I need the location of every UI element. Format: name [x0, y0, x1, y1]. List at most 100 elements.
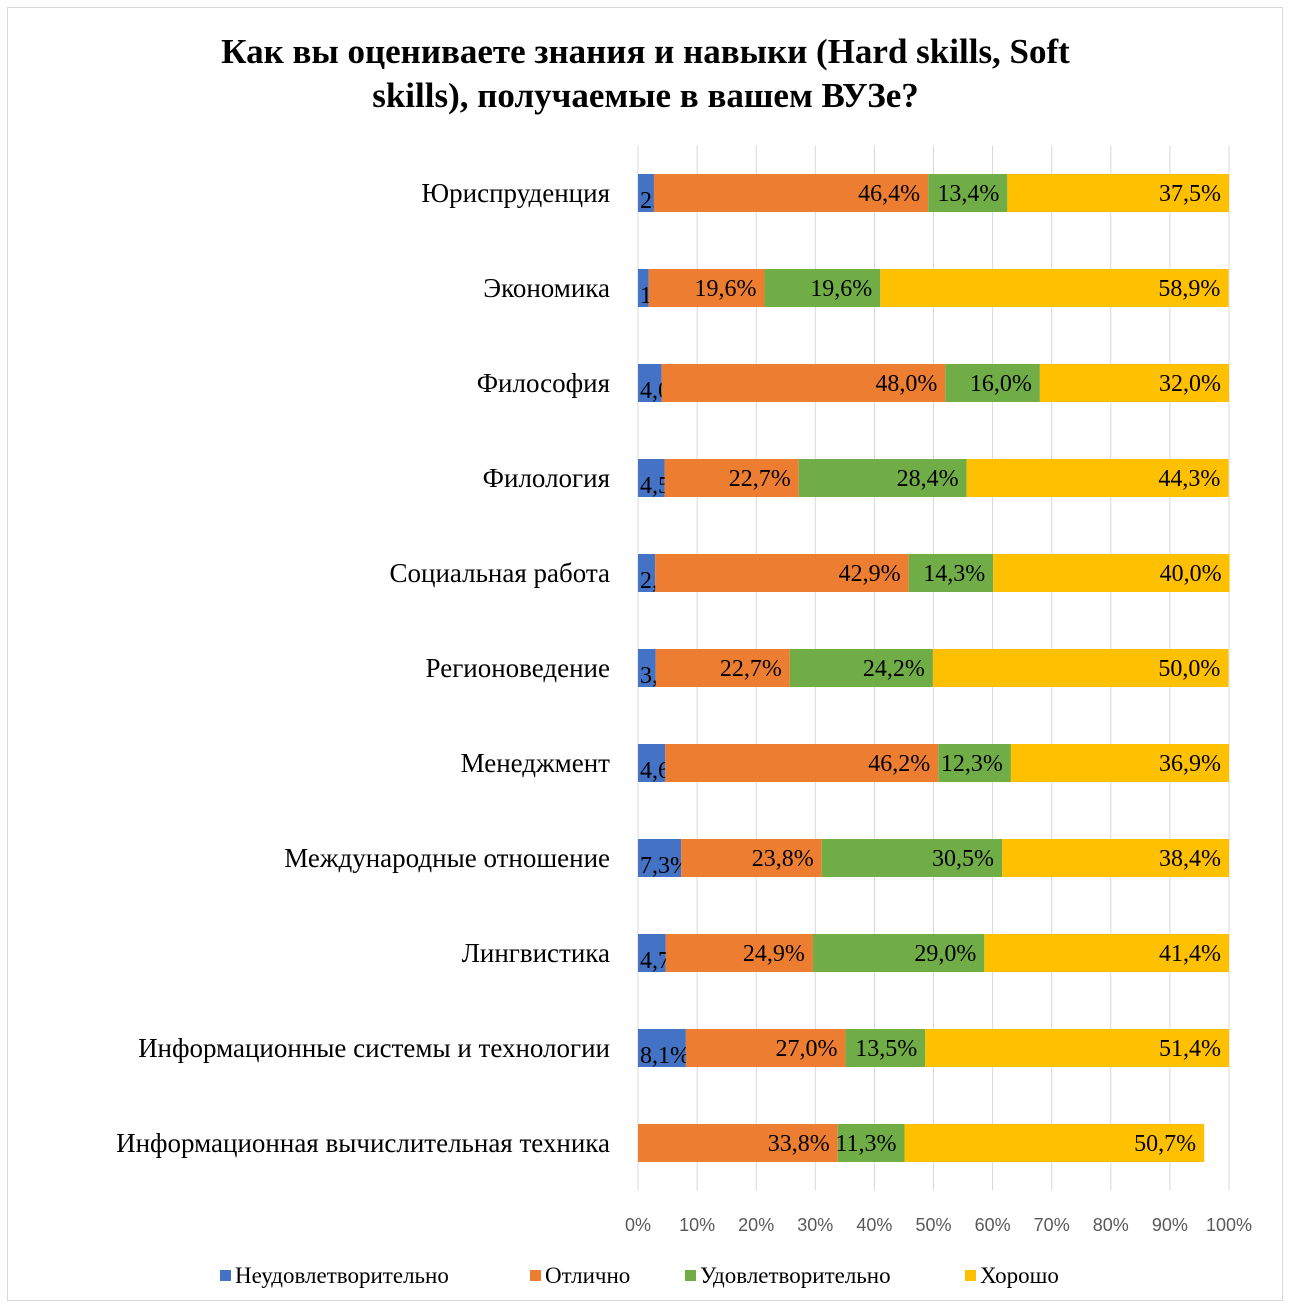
- legend-label: Удовлетворительно: [700, 1263, 891, 1288]
- x-tick-label: 30%: [797, 1215, 833, 1235]
- data-label: 50,0%: [1158, 656, 1220, 682]
- bar-segment: [655, 649, 790, 687]
- data-label: 28,4%: [897, 466, 959, 492]
- bar-segment: [925, 1029, 1229, 1067]
- bar-segment: [653, 174, 929, 212]
- x-tick-label: 60%: [975, 1215, 1011, 1235]
- x-axis-ticks: 0% 10% 20% 30% 40% 50% 60% 70% 80% 90% 100%: [625, 1215, 1252, 1235]
- legend-swatch: [685, 1270, 696, 1281]
- data-label: 13,5%: [855, 1036, 917, 1062]
- bar-segment: [638, 649, 656, 687]
- bar-segment: [764, 269, 881, 307]
- bar-segment: [648, 269, 765, 307]
- data-label: 46,2%: [868, 751, 930, 777]
- bar-segment: [938, 744, 1011, 782]
- data-label: 50,7%: [1134, 1131, 1196, 1157]
- x-tick-label: 80%: [1093, 1215, 1129, 1235]
- data-label: 22,7%: [729, 466, 791, 492]
- bar-segment: [638, 1124, 838, 1162]
- bar-segment: [638, 174, 654, 212]
- data-label: 30,5%: [932, 846, 994, 872]
- category-label: Регионоведение: [426, 653, 610, 683]
- category-label: Лингвистика: [462, 938, 610, 968]
- bar-segment: [966, 459, 1229, 497]
- bar-segment: [812, 934, 985, 972]
- data-label: 51,4%: [1159, 1036, 1221, 1062]
- bar-segment: [661, 364, 946, 402]
- data-label: 48,0%: [875, 371, 937, 397]
- x-tick-label: 40%: [856, 1215, 892, 1235]
- data-label: 32,0%: [1159, 371, 1221, 397]
- data-label: 19,6%: [694, 276, 756, 302]
- bar-segment: [845, 1029, 926, 1067]
- bar-segment: [1010, 744, 1229, 782]
- bar-segment: [880, 269, 1229, 307]
- data-label: 24,2%: [863, 656, 925, 682]
- data-label: 44,3%: [1158, 466, 1220, 492]
- category-label: Экономика: [483, 273, 610, 303]
- bar-segment: [681, 839, 822, 877]
- bar-segment: [685, 1029, 846, 1067]
- bar-segment: [821, 839, 1003, 877]
- x-tick-label: 50%: [915, 1215, 951, 1235]
- bar-segment: [655, 554, 909, 592]
- bar-segment: [789, 649, 933, 687]
- data-label: 16,0%: [970, 371, 1032, 397]
- legend-swatch: [530, 1270, 541, 1281]
- bar-segment: [993, 554, 1230, 592]
- category-label: Философия: [477, 368, 610, 398]
- category-label: Филология: [483, 463, 610, 493]
- chart-title-line-2: skills), получаемые в вашем ВУЗе?: [372, 76, 919, 115]
- data-label: 40,0%: [1160, 561, 1222, 587]
- bar-segment: [638, 269, 649, 307]
- category-label: Информационные системы и технологии: [138, 1033, 610, 1063]
- bar-segment: [638, 934, 666, 972]
- bar-segment: [837, 1124, 905, 1162]
- data-label: 29,0%: [914, 941, 976, 967]
- legend-label: Отлично: [545, 1263, 630, 1288]
- x-tick-label: 10%: [679, 1215, 715, 1235]
- category-labels: Юриспруденция Экономика Философия Филология…: [116, 178, 610, 1158]
- data-label: 12,3%: [941, 751, 1003, 777]
- bar-segment: [638, 554, 656, 592]
- bar-segment: [664, 459, 799, 497]
- bar-segment: [798, 459, 967, 497]
- bar-segment: [945, 364, 1040, 402]
- bar-segment: [638, 744, 666, 782]
- x-tick-label: 0%: [625, 1215, 651, 1235]
- data-label: 22,7%: [720, 656, 782, 682]
- bar-segment: [638, 364, 662, 402]
- legend-swatch: [220, 1270, 231, 1281]
- data-label: 19,6%: [810, 276, 872, 302]
- data-label: 41,4%: [1159, 941, 1221, 967]
- data-label: 33,8%: [768, 1131, 830, 1157]
- bar-segment: [904, 1124, 1205, 1162]
- x-tick-label: 70%: [1034, 1215, 1070, 1235]
- data-label: 13,4%: [937, 181, 999, 207]
- category-label: Менеджмент: [461, 748, 611, 778]
- legend: Неудовлетворительно Отлично Удовлетворител…: [220, 1263, 1059, 1288]
- data-label: 23,8%: [752, 846, 814, 872]
- bar-segment: [908, 554, 994, 592]
- chart-title: Как вы оцениваете знания и навыки (Hard …: [0, 30, 1291, 118]
- bar-segment: [638, 459, 665, 497]
- bar-segment: [1039, 364, 1229, 402]
- data-label: 27,0%: [775, 1036, 837, 1062]
- bar-segment: [665, 934, 813, 972]
- x-tick-label: 90%: [1152, 1215, 1188, 1235]
- data-label: 8,1%: [640, 1043, 690, 1069]
- bar-segment: [1007, 174, 1229, 212]
- category-label: Информационная вычислительная техника: [116, 1128, 610, 1158]
- bar-segment: [638, 1029, 686, 1067]
- category-label: Юриспруденция: [421, 178, 610, 208]
- bar-segment: [638, 839, 682, 877]
- bar-segment: [932, 649, 1229, 687]
- category-label: Международные отношение: [284, 843, 610, 873]
- data-label: 46,4%: [858, 181, 920, 207]
- legend-swatch: [965, 1270, 976, 1281]
- x-tick-label: 20%: [738, 1215, 774, 1235]
- bar-segment: [984, 934, 1229, 972]
- data-label: 38,4%: [1159, 846, 1221, 872]
- data-label: 14,3%: [923, 561, 985, 587]
